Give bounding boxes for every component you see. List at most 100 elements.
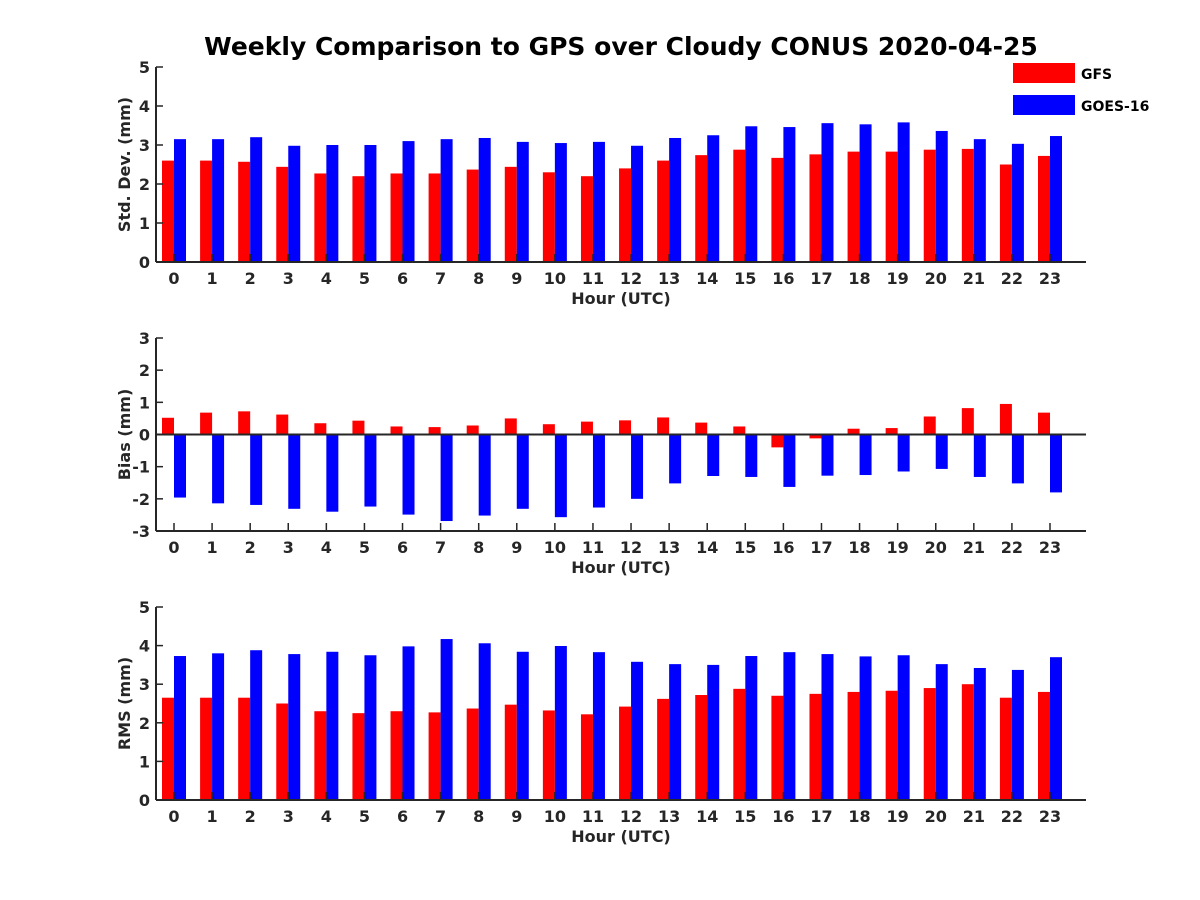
bar-gfs-hour-13 [657,160,670,262]
bar-goes-16-hour-12 [631,434,644,499]
x-tick-label: 4 [321,269,332,288]
bar-goes-16-hour-2 [250,137,263,262]
bar-gfs-hour-1 [200,160,213,262]
bar-goes-16-hour-1 [212,653,225,800]
bar-gfs-hour-20 [923,416,936,435]
x-tick-label: 15 [734,807,756,826]
x-tick-label: 4 [321,538,332,557]
bar-gfs-hour-3 [276,166,289,262]
x-tick-label: 0 [168,538,179,557]
y-tick-label: 0 [139,253,150,272]
bar-goes-16-hour-23 [1050,136,1062,262]
x-tick-label: 15 [734,538,756,557]
x-tick-label: 5 [359,807,370,826]
bar-gfs-hour-15 [733,149,746,262]
x-tick-label: 5 [359,538,370,557]
bar-goes-16-hour-15 [745,656,758,800]
legend-label: GOES-16 [1081,99,1149,115]
bar-goes-16-hour-5 [364,434,377,507]
bar-gfs-hour-16 [771,434,784,448]
y-axis-label: Bias (mm) [115,389,134,481]
bar-gfs-hour-17 [809,434,822,439]
bar-gfs-hour-23 [1038,691,1050,800]
x-axis-label: Hour (UTC) [571,289,671,308]
bar-goes-16-hour-1 [212,434,225,504]
x-tick-label: 17 [810,269,832,288]
bar-gfs-hour-8 [466,425,479,435]
bar-goes-16-hour-23 [1050,657,1062,800]
x-tick-label: 16 [772,269,794,288]
x-tick-label: 11 [582,807,604,826]
bar-gfs-hour-17 [809,693,822,800]
x-tick-label: 10 [544,538,566,557]
x-tick-label: 23 [1039,269,1061,288]
bar-gfs-hour-10 [542,710,555,800]
chart-legend: GFS GOES-16 [1013,63,1149,115]
x-tick-label: 15 [734,269,756,288]
bar-goes-16-hour-21 [973,139,986,262]
bar-goes-16-hour-12 [631,661,644,800]
bar-gfs-hour-23 [1038,155,1050,262]
x-tick-label: 8 [473,538,484,557]
bar-goes-16-hour-4 [326,145,339,262]
bar-gfs-hour-0 [162,417,174,435]
bar-goes-16-hour-14 [707,135,720,262]
bar-goes-16-hour-18 [859,124,872,262]
x-tick-label: 14 [696,807,718,826]
y-tick-label: -3 [132,522,150,541]
bar-gfs-hour-16 [771,695,784,800]
bar-gfs-hour-3 [276,414,289,435]
bar-gfs-hour-13 [657,698,670,800]
bar-goes-16-hour-8 [478,643,491,800]
bar-gfs-hour-7 [428,712,441,800]
bar-gfs-hour-20 [923,688,936,800]
bar-goes-16-hour-6 [402,434,415,515]
y-tick-label: -1 [132,458,150,477]
bar-goes-16-hour-8 [478,434,491,516]
bar-gfs-hour-22 [999,164,1012,262]
bar-goes-16-hour-17 [821,434,834,476]
x-tick-label: 11 [582,269,604,288]
bar-gfs-hour-5 [352,420,365,435]
bar-goes-16-hour-22 [1011,434,1024,484]
bar-goes-16-hour-15 [745,434,758,477]
bar-goes-16-hour-2 [250,434,263,505]
bar-gfs-hour-3 [276,703,289,800]
x-tick-label: 18 [848,807,870,826]
y-tick-label: 3 [139,329,150,348]
x-tick-label: 6 [397,538,408,557]
bar-gfs-hour-11 [580,176,593,262]
bar-goes-16-hour-3 [288,434,301,509]
x-tick-label: 19 [887,269,909,288]
x-tick-label: 18 [848,269,870,288]
y-axis-label: RMS (mm) [115,657,134,750]
bar-goes-16-hour-3 [288,654,301,800]
y-tick-label: 4 [139,97,150,116]
bar-goes-16-hour-14 [707,434,720,476]
x-tick-label: 19 [887,538,909,557]
x-tick-label: 6 [397,807,408,826]
bar-gfs-hour-14 [695,155,708,262]
bar-goes-16-hour-8 [478,137,491,262]
bar-gfs-hour-14 [695,695,708,800]
x-tick-label: 22 [1001,538,1023,557]
bar-gfs-hour-19 [885,428,898,435]
bar-goes-16-hour-7 [440,639,453,800]
x-tick-label: 0 [168,269,179,288]
bar-goes-16-hour-0 [174,139,186,262]
x-tick-label: 14 [696,269,718,288]
x-tick-label: 8 [473,269,484,288]
bar-gfs-hour-12 [619,706,632,800]
bar-gfs-hour-16 [771,157,784,262]
x-tick-label: 11 [582,538,604,557]
bar-gfs-hour-6 [390,426,403,435]
bar-goes-16-hour-18 [859,656,872,800]
x-tick-label: 9 [511,538,522,557]
bar-goes-16-hour-11 [592,141,605,262]
x-tick-label: 3 [283,807,294,826]
x-axis-label: Hour (UTC) [571,827,671,846]
bar-gfs-hour-18 [847,428,860,435]
